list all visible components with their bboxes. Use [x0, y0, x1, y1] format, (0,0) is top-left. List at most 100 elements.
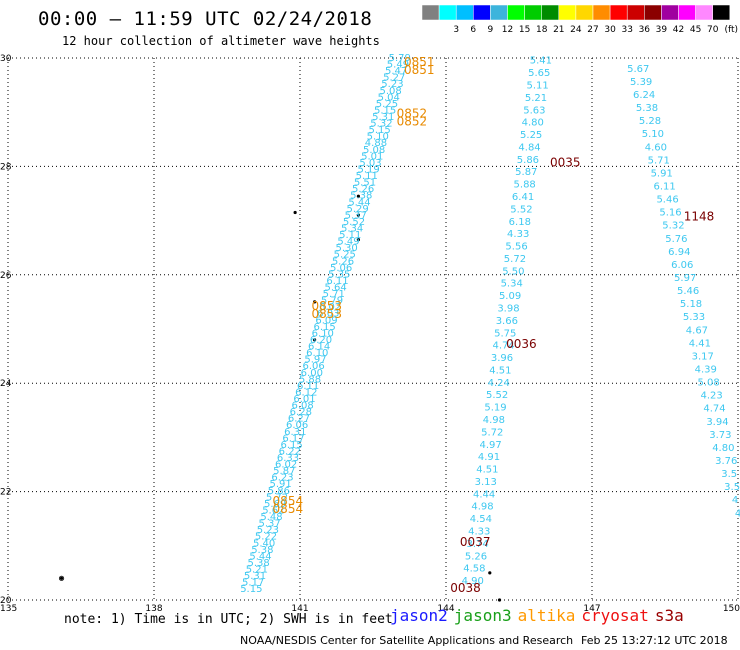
wave-height-value: 6.02 — [319, 302, 341, 313]
wave-height-value: 5.49 — [387, 60, 409, 71]
wave-height-value: 5.88 — [514, 180, 536, 191]
wave-height-value: 5.71 — [323, 289, 345, 300]
wave-height-value: 5.52 — [510, 204, 532, 215]
wave-height-value: 5.10 — [642, 129, 664, 140]
wave-height-value: 6.11 — [654, 181, 676, 192]
wave-height-value: 5.87 — [273, 466, 295, 477]
legend-swatch — [712, 4, 731, 21]
wave-height-value: 6.10 — [312, 328, 334, 339]
lon-tick-label: 147 — [583, 604, 600, 614]
legend-label: 6 — [470, 25, 476, 35]
wave-height-value: 5.03 — [359, 158, 381, 169]
wave-height-value: 3.74 — [467, 539, 489, 550]
wave-height-value: 4.80 — [712, 443, 734, 454]
wave-height-value: 6.41 — [512, 192, 534, 203]
wave-height-value: 5.38 — [350, 191, 372, 202]
wave-height-value: 5.25 — [334, 250, 356, 261]
wave-height-value: 5.32 — [370, 119, 392, 130]
pass-time-label: 0853 — [311, 299, 342, 313]
wave-height-value: 6.03 — [317, 309, 339, 320]
wave-height-value: 5.79 — [321, 296, 343, 307]
wave-height-value: 5.41 — [530, 56, 552, 67]
lat-tick-label: 22 — [0, 488, 11, 498]
wave-height-value: 4.24 — [488, 378, 510, 389]
satellite-legend: jason2 jason3 altika cryosat s3a — [390, 606, 690, 625]
legend-label: 36 — [639, 25, 651, 35]
wave-height-value: 5.72 — [504, 254, 526, 265]
wave-height-value: 6.18 — [509, 217, 531, 228]
pass-time-label: 0853 — [311, 307, 342, 321]
wave-height-value: 5.15 — [374, 105, 396, 116]
wave-height-value: 4.51 — [476, 465, 498, 476]
island-marker — [356, 213, 360, 217]
wave-height-value: 4.23 — [700, 391, 722, 402]
wave-height-value: 5.11 — [339, 230, 361, 241]
wave-height-value: 6.10 — [306, 348, 328, 359]
wave-height-value: 5.50 — [502, 266, 524, 277]
legend-label: 15 — [519, 25, 530, 35]
pass-time-label: 0852 — [397, 115, 428, 129]
wave-height-value: 6.02 — [275, 460, 297, 471]
wave-height-value: 5.64 — [324, 283, 346, 294]
wave-height-value: 5.11 — [356, 171, 378, 182]
satellite-name: altika — [517, 606, 576, 625]
wave-height-value: 5.10 — [367, 132, 389, 143]
wave-height-value: 5.87 — [515, 167, 537, 178]
wave-height-value: 5.25 — [376, 99, 398, 110]
wave-height-value: 6.15 — [314, 322, 336, 333]
wave-height-value: 5.72 — [481, 427, 503, 438]
wave-height-value: 6.11 — [297, 381, 319, 392]
island-marker — [313, 338, 317, 342]
wave-height-value: 5.23 — [381, 79, 403, 90]
wave-height-value: 5.63 — [523, 105, 545, 116]
wave-height-value: 5.86 — [517, 155, 539, 166]
wave-height-value: 5.91 — [651, 168, 673, 179]
wave-height-value: 5.04 — [378, 92, 400, 103]
pass-time-label: 0036 — [506, 337, 537, 351]
wave-height-value: 5.06 — [330, 263, 352, 274]
wave-height-value: 5.75 — [494, 328, 516, 339]
wave-height-value: 4.97 — [479, 440, 501, 451]
wave-height-value: 5.01 — [361, 151, 383, 162]
wave-height-value: 6.12 — [295, 387, 317, 398]
lat-tick-label: 30 — [0, 54, 12, 64]
wave-height-value: 5.44 — [249, 551, 271, 562]
lon-tick-label: 135 — [0, 604, 17, 614]
legend-label: 27 — [587, 25, 598, 35]
wave-height-value: 5.76 — [665, 234, 687, 245]
wave-height-value: 5.15 — [240, 584, 262, 595]
wave-height-value: 5.97 — [674, 273, 696, 284]
satellite-name: cryosat — [581, 606, 649, 625]
wave-height-value: 5.16 — [659, 208, 681, 219]
wave-height-value: 6.00 — [301, 368, 323, 379]
island-marker — [59, 576, 64, 580]
lat-tick-label: 24 — [0, 379, 12, 389]
wave-height-value: 4.88 — [365, 138, 387, 149]
wave-height-value: 5.72 — [266, 492, 288, 503]
wave-height-value: 5.19 — [484, 403, 506, 414]
wave-height-value: 6.06 — [303, 361, 325, 372]
satellite-name: s3a — [654, 606, 684, 625]
legend-unit: (ft) — [724, 25, 738, 35]
wave-height-value: 5.47 — [385, 66, 407, 77]
wave-height-value: 6.17 — [282, 433, 304, 444]
wave-height-value: 3.98 — [497, 303, 519, 314]
island-marker — [497, 598, 502, 602]
wave-height-value: 5.30 — [335, 243, 357, 254]
legend-label: 18 — [536, 25, 548, 35]
map-subtitle: 12 hour collection of altimeter wave hei… — [62, 34, 380, 48]
island-marker — [356, 194, 360, 198]
wave-height-value: 4.74 — [703, 404, 725, 415]
satellite-name: jason2 — [390, 606, 448, 625]
pass-time-label: 0851 — [404, 63, 435, 77]
wave-height-value: 3.96 — [491, 353, 513, 364]
island-marker — [488, 571, 492, 575]
wave-height-value: 4.51 — [489, 365, 511, 376]
wave-height-value: 5.91 — [270, 479, 292, 490]
wave-height-value: 4.91 — [478, 452, 500, 463]
lat-tick-label: 20 — [0, 596, 12, 606]
wave-height-value: 5.52 — [343, 217, 365, 228]
wave-height-value: 5.19 — [357, 164, 379, 175]
wave-height-value: 5.32 — [662, 221, 684, 232]
wave-height-value: 6.15 — [281, 440, 303, 451]
